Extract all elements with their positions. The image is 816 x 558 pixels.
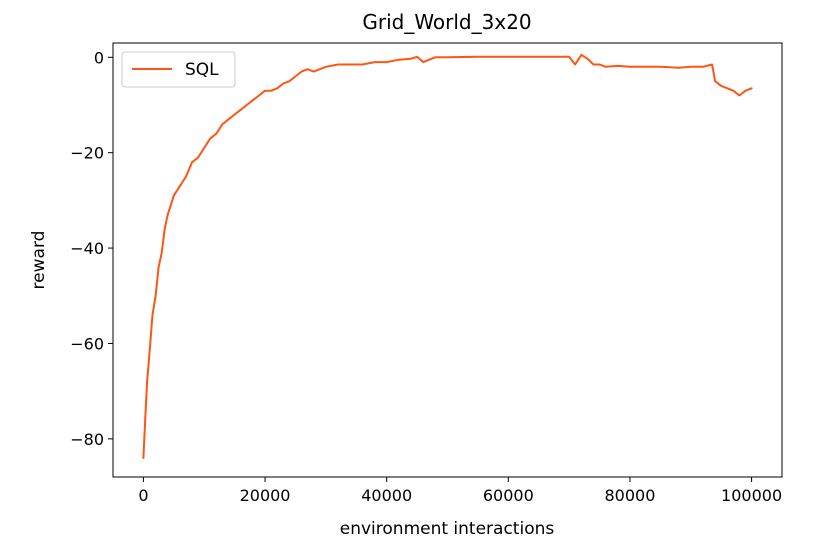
x-tick-label: 80000 — [605, 486, 656, 505]
legend-box — [121, 51, 236, 88]
plot-frame — [112, 42, 783, 478]
x-tick-label: 40000 — [361, 486, 412, 505]
x-axis-label: environment interactions — [340, 519, 555, 539]
x-tick-label: 60000 — [483, 486, 534, 505]
y-tick-label: 0 — [94, 48, 104, 67]
x-tick-label: 100000 — [721, 486, 782, 505]
chart-title: Grid_World_3x20 — [362, 10, 531, 34]
series-line-sql — [142, 53, 753, 459]
legend-label: SQL — [185, 60, 219, 80]
x-tick-label: 20000 — [240, 486, 291, 505]
y-axis-label: reward — [29, 231, 49, 290]
x-tick-label: 0 — [138, 486, 148, 505]
plot-area — [142, 53, 753, 459]
y-tick-label: −80 — [70, 430, 104, 449]
legend: SQL — [121, 51, 236, 88]
y-tick-label: −20 — [70, 144, 104, 163]
x-axis: 0 20000 40000 60000 80000 100000 — [138, 477, 782, 505]
y-axis: 0 −20 −40 −60 −80 — [70, 48, 113, 449]
y-tick-label: −40 — [70, 239, 104, 258]
y-tick-label: −60 — [70, 334, 104, 353]
